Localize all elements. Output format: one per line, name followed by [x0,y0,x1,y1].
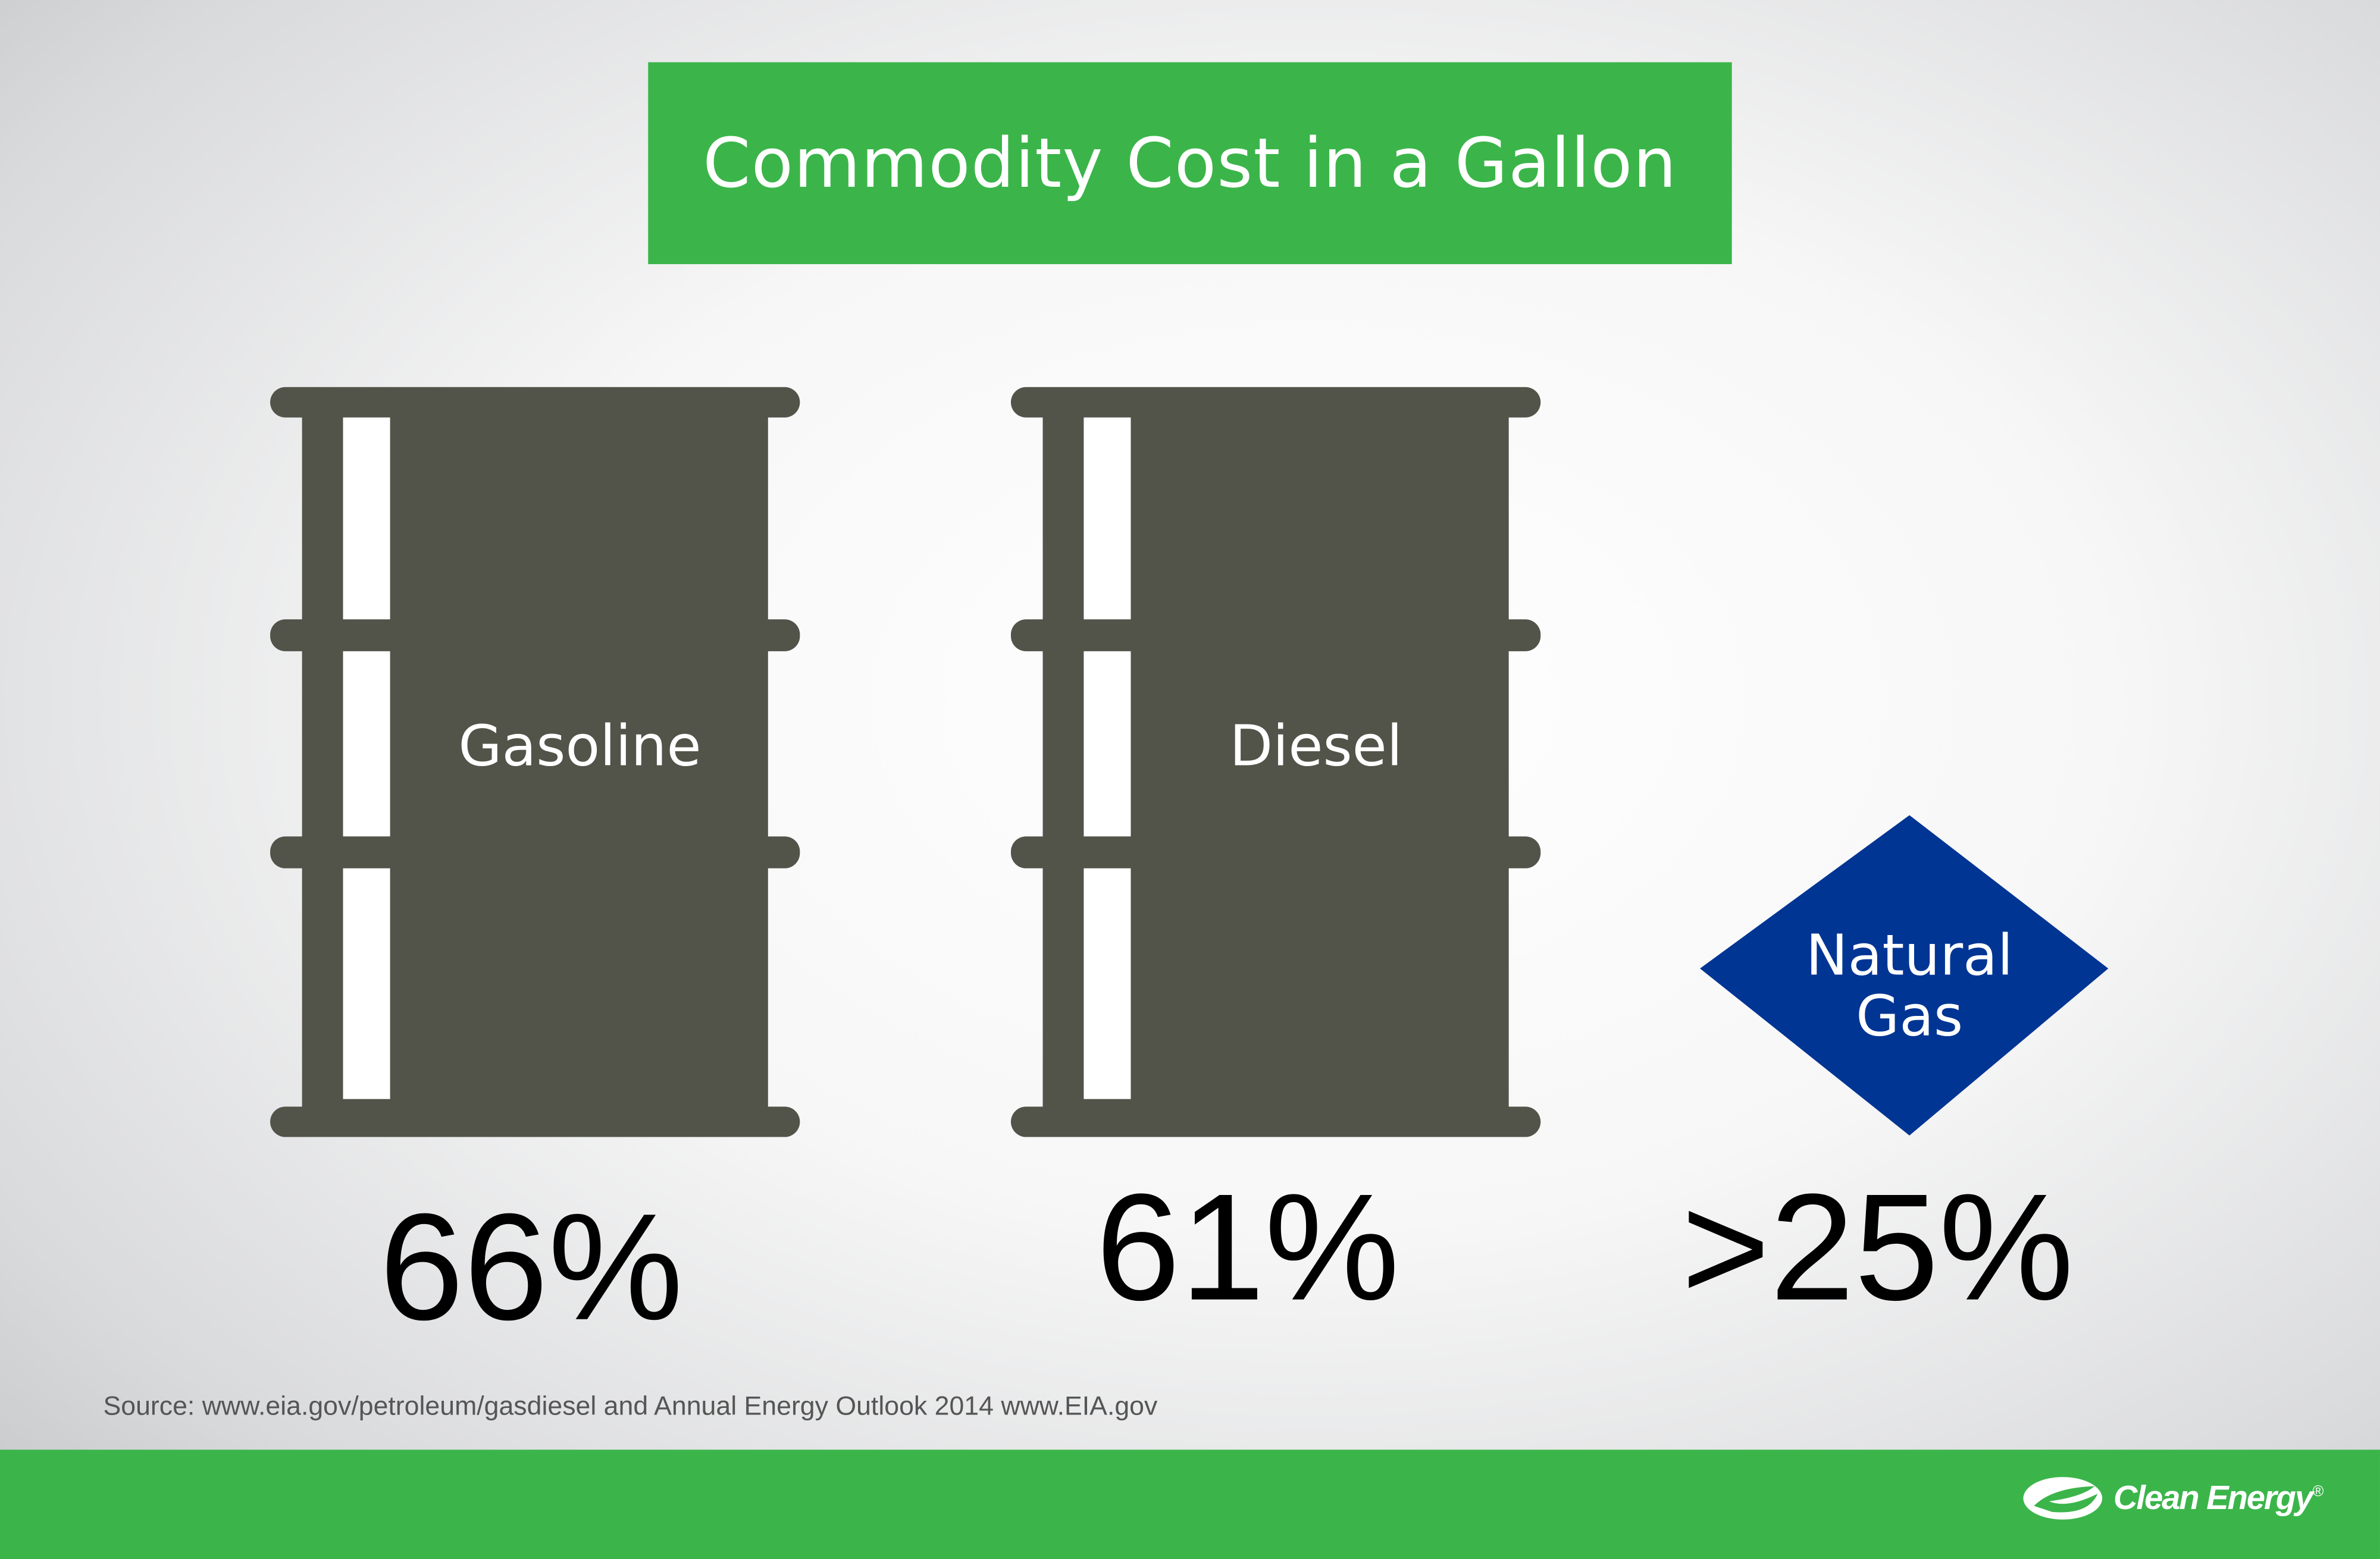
barrel-highlight [343,868,390,1099]
natural-gas-label-line2: Gas [1856,983,1964,1049]
gasoline-label: Gasoline [458,713,702,779]
natural-gas-label-line1: Natural [1806,923,2013,989]
barrel-band [270,836,800,868]
barrel-bottom-rim [1010,1106,1541,1137]
footer-bar [0,1450,2380,1559]
barrel-highlight [1083,417,1131,620]
diesel-label: Diesel [1229,713,1402,779]
barrel-top-rim [1010,387,1541,418]
barrel-band [270,619,800,651]
barrel-band [1010,619,1541,651]
barrel-highlight [343,651,390,837]
barrel-top-rim [270,387,800,418]
source-note: Source: www.eia.gov/petroleum/gasdiesel … [103,1390,1158,1421]
gasoline-barrel-icon [270,387,800,1137]
barrel-band [1010,836,1541,868]
registered-mark: ® [2312,1484,2323,1501]
clean-energy-logo: Clean Energy® [2022,1476,2323,1522]
barrel-bottom-rim [270,1106,800,1137]
diesel-percent: 61% [1095,1162,1400,1333]
logo-text: Clean Energy [2113,1478,2313,1517]
page-title: Commodity Cost in a Gallon [703,123,1677,203]
clean-energy-swirl-icon [2024,1477,2103,1520]
barrel-highlight [343,417,390,620]
natural-gas-label: Natural Gas [1682,926,2137,1047]
barrel-highlight [1083,868,1131,1099]
natural-gas-percent: >25% [1681,1162,2074,1333]
natural-gas-diamond-icon [1700,815,2109,1135]
barrel-highlight [1083,651,1131,837]
title-banner: Commodity Cost in a Gallon [648,62,1732,265]
diesel-barrel-icon [1010,387,1541,1137]
gasoline-percent: 66% [379,1182,684,1353]
